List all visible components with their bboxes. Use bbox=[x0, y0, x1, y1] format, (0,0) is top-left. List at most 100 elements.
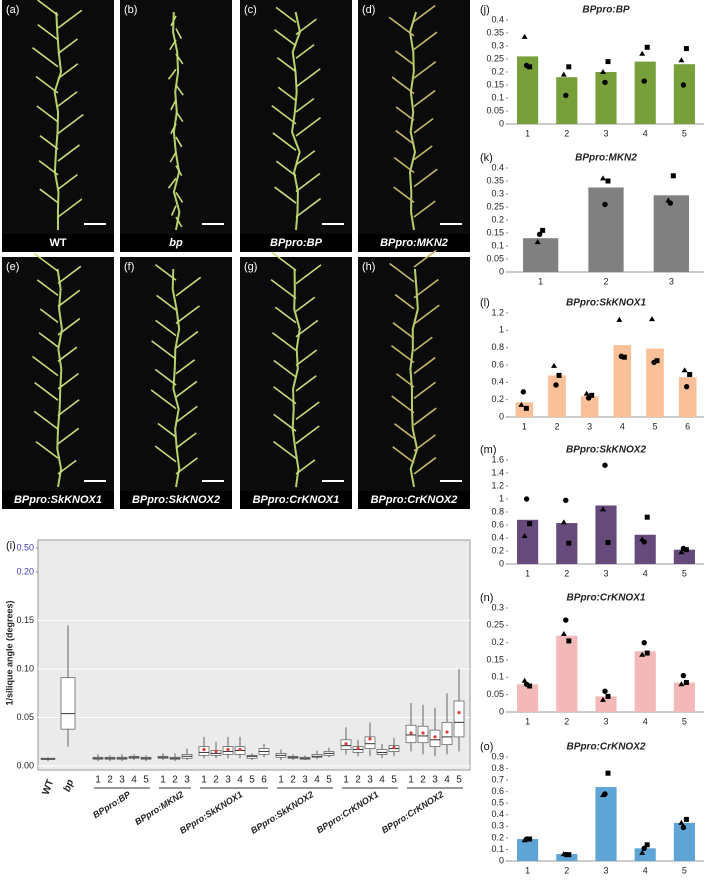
point-triangle bbox=[639, 849, 646, 855]
bar bbox=[634, 651, 656, 712]
x-tick-label: 6 bbox=[685, 421, 690, 431]
bar bbox=[678, 377, 697, 417]
x-tick-label: 3 bbox=[302, 775, 308, 786]
bar bbox=[517, 56, 539, 124]
point-circle bbox=[523, 836, 530, 842]
stem bbox=[408, 11, 418, 231]
caption: BPpro:BP bbox=[270, 237, 323, 249]
x-tick-label: 5 bbox=[682, 128, 687, 138]
silique bbox=[413, 278, 439, 299]
photo bbox=[240, 257, 352, 509]
silique bbox=[271, 105, 297, 125]
silique bbox=[295, 150, 316, 166]
point-circle bbox=[602, 791, 608, 797]
bar bbox=[634, 848, 656, 861]
silique bbox=[170, 99, 177, 111]
silique bbox=[270, 279, 297, 300]
silique bbox=[175, 432, 197, 449]
point-square bbox=[527, 836, 533, 842]
bar bbox=[595, 72, 617, 124]
bar bbox=[588, 187, 624, 272]
stem bbox=[171, 268, 181, 488]
panel-label: (g) bbox=[244, 261, 257, 273]
y-tick-label: 0.05 bbox=[486, 253, 504, 263]
bar bbox=[556, 77, 578, 124]
point-circle bbox=[667, 200, 674, 206]
photo bbox=[358, 257, 470, 509]
point-triangle bbox=[560, 71, 567, 77]
group-label: BPpro:SkKNOX2 bbox=[249, 789, 315, 836]
point-circle bbox=[602, 79, 608, 86]
silique bbox=[395, 373, 415, 388]
bar bbox=[595, 505, 617, 564]
y-tick-label: 0.05 bbox=[486, 105, 504, 115]
silique bbox=[391, 76, 415, 95]
silique bbox=[413, 145, 433, 161]
y-tick-label: 0.15 bbox=[486, 227, 504, 237]
silique bbox=[57, 91, 78, 107]
x-tick-label: 2 bbox=[355, 775, 361, 786]
point-triangle bbox=[639, 50, 646, 56]
stem bbox=[291, 268, 301, 488]
point-triangle bbox=[521, 533, 528, 539]
x-tick-label: 4 bbox=[314, 775, 320, 786]
silique bbox=[32, 47, 59, 68]
silique bbox=[295, 18, 317, 36]
panel-label: (e) bbox=[6, 261, 19, 273]
silique bbox=[272, 440, 297, 460]
panel-label: (d) bbox=[362, 4, 375, 16]
x-tick-label: 2 bbox=[290, 775, 296, 786]
y-tick-label: 0.5 bbox=[491, 798, 504, 808]
y-tick-label: 0.6 bbox=[491, 519, 504, 529]
x-tick-label: 2 bbox=[564, 865, 569, 875]
silique bbox=[273, 386, 297, 405]
mean bbox=[457, 711, 461, 715]
x-tick-label: 2 bbox=[107, 775, 113, 786]
y-tick-label: 1.2 bbox=[491, 480, 504, 490]
silique bbox=[395, 106, 415, 122]
point-square bbox=[687, 372, 693, 378]
silique bbox=[271, 332, 297, 352]
silique bbox=[274, 29, 297, 47]
x-tick-label: 6 bbox=[261, 775, 267, 786]
silique bbox=[393, 423, 415, 440]
panel-label: (o) bbox=[480, 741, 493, 753]
point-circle bbox=[683, 383, 690, 390]
silique bbox=[295, 264, 322, 285]
y-tick-label: 0.2 bbox=[491, 394, 504, 404]
point-circle bbox=[651, 359, 657, 366]
x-tick-label: 1 bbox=[522, 421, 527, 431]
y-tick-label: 0.15 bbox=[486, 79, 504, 89]
silique bbox=[273, 359, 297, 378]
silique bbox=[31, 355, 59, 377]
silique bbox=[156, 294, 177, 311]
caption: BPpro:CrKNOX2 bbox=[371, 494, 458, 506]
y-tick-label: 0.3 bbox=[491, 188, 504, 198]
silique bbox=[175, 457, 198, 475]
point-circle bbox=[523, 681, 530, 687]
panel-label: (f) bbox=[124, 261, 134, 273]
y-axis-label: 1/silique angle (degrees) bbox=[4, 600, 14, 705]
silique bbox=[413, 434, 436, 452]
silique bbox=[295, 68, 321, 88]
silique bbox=[57, 38, 78, 55]
panel-label: (n) bbox=[480, 592, 493, 604]
x-tick-label: 5 bbox=[326, 775, 332, 786]
silique bbox=[36, 279, 59, 297]
silique bbox=[391, 395, 415, 414]
point-triangle bbox=[600, 175, 606, 181]
panel-label: (l) bbox=[480, 297, 490, 309]
silique bbox=[295, 296, 316, 312]
point-square bbox=[556, 372, 562, 378]
point-circle bbox=[680, 824, 687, 831]
silique bbox=[413, 249, 437, 268]
group-label: BPpro:SkKNOX1 bbox=[178, 789, 244, 836]
bar bbox=[595, 696, 617, 712]
silique bbox=[413, 336, 433, 352]
silique bbox=[413, 356, 436, 375]
silique bbox=[413, 168, 438, 188]
panel-label: (a) bbox=[6, 4, 19, 16]
group-label: BPpro:CrKNOX1 bbox=[315, 789, 381, 835]
point-square bbox=[566, 540, 572, 546]
mean bbox=[226, 747, 230, 752]
